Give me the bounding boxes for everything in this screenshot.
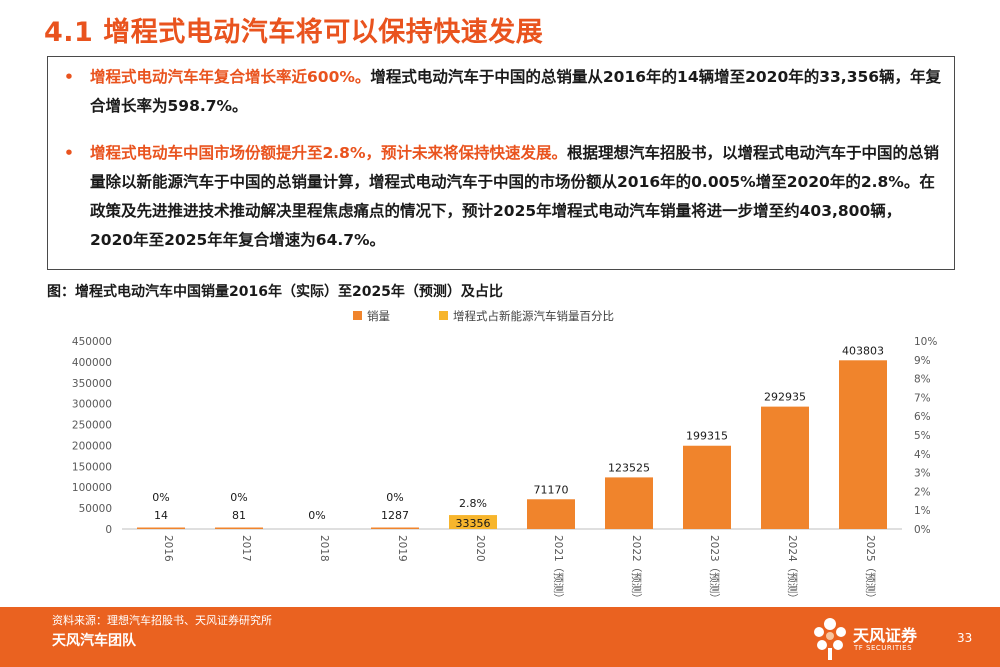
footer-team: 天风汽车团队 [52,633,136,649]
bar-data-label: 0% [308,509,325,522]
y-axis-tick-label: 100000 [72,482,112,494]
page-title: 4.1 增程式电动汽车将可以保持快速发展 [44,17,544,48]
bar-data-label: 1287 [381,509,409,522]
x-axis-tick-label: 2024（预测） [786,535,799,604]
bar-sales [527,499,575,529]
y-axis-tick-label: 300000 [72,399,112,411]
bullet-body: 增程式电动汽车于中国的总销量从2016年的14辆增至2020年的33,356辆，… [90,68,942,115]
x-axis-tick-label: 2019 [396,535,408,562]
logo-subtitle: TF SECURITIES [854,644,913,652]
y-axis-tick-label: 200000 [72,440,112,452]
legend-label-sales: 销量 [367,309,390,323]
share-data-label: 0% [230,491,247,504]
y-axis-tick-label: 400000 [72,357,112,369]
y2-axis-tick-label: 1% [914,505,931,517]
figure-caption: 图：增程式电动汽车中国销量2016年（实际）至2025年（预测）及占比 [47,284,503,300]
bar-sales [605,477,653,529]
share-data-label: 0% [386,491,403,504]
bar-sales [839,360,887,529]
y2-axis-tick-label: 3% [914,468,931,480]
bullet-dot: • [64,144,74,162]
sales-chart: 销量 增程式占新能源汽车销量百分比 0 50000 100000 150000 200000… [47,303,955,605]
bullet-market-share: • 增程式电动车中国市场份额提升至2.8%，预计未来将保持快速发展。根据理想汽车… [64,139,944,255]
bar-data-label: 123525 [608,461,650,474]
y-axis-tick-label: 50000 [79,503,112,515]
legend-swatch-sales [353,311,362,320]
bullet-highlight: 增程式电动车中国市场份额提升至2.8%，预计未来将保持快速发展。 [90,144,567,162]
x-axis-tick-label: 2020 [474,535,486,562]
x-axis-tick-label: 2021（预测） [552,535,565,604]
share-data-label: 2.8% [459,497,487,510]
y-axis-tick-label: 0 [105,524,112,536]
x-axis-tick-label: 2022（预测） [630,535,643,604]
legend-label-share: 增程式占新能源汽车销量百分比 [453,309,614,323]
page-number: 33 [957,631,973,645]
bar-sales [449,515,497,529]
bullet-cagr: • 增程式电动汽车年复合增长率近600%。增程式电动汽车于中国的总销量从2016… [64,63,944,121]
logo-name: 天风证券 [853,626,918,645]
x-axis-tick-label: 2016 [162,535,174,562]
footer-source: 资料来源：理想汽车招股书、天风证券研究所 [52,614,272,627]
bar-data-label: 71170 [534,483,569,496]
x-axis-tick-label: 2023（预测） [708,535,721,604]
bar-sales [137,527,185,529]
legend-swatch-share [439,311,448,320]
logo-flower-icon [814,618,846,660]
x-axis-tick-label: 2017 [240,535,252,562]
company-logo: 天风证券 TF SECURITIES [808,614,943,664]
y-axis-tick-label: 450000 [72,336,112,348]
y2-axis-tick-label: 5% [914,430,931,442]
x-axis-tick-label: 2018 [318,535,330,562]
y2-axis-tick-label: 2% [914,486,931,498]
share-data-label: 0% [152,491,169,504]
y2-axis-tick-label: 0% [914,524,931,536]
y2-axis-tick-label: 4% [914,449,931,461]
y2-axis-tick-label: 8% [914,374,931,386]
bar-data-label: 14 [154,509,168,522]
bullet-highlight: 增程式电动汽车年复合增长率近600%。 [90,68,371,86]
x-axis-tick-label: 2025（预测） [864,535,877,604]
y-axis-tick-label: 150000 [72,461,112,473]
summary-box: • 增程式电动汽车年复合增长率近600%。增程式电动汽车于中国的总销量从2016… [47,56,955,270]
bar-sales [371,527,419,529]
sales-chart-svg: 销量 增程式占新能源汽车销量百分比 0 50000 100000 150000 200000… [72,309,937,604]
bullet-dot: • [64,68,74,86]
y2-axis-tick-label: 9% [914,355,931,367]
bar-sales [761,406,809,529]
bar-data-label: 292935 [764,391,806,404]
bar-data-label: 81 [232,509,246,522]
y2-axis-tick-label: 10% [914,336,937,348]
y-axis-tick-label: 250000 [72,420,112,432]
bar-data-label: 33356 [456,517,491,530]
bar-sales [683,445,731,529]
bullet-text: 增程式电动汽车年复合增长率近600%。增程式电动汽车于中国的总销量从2016年的… [64,63,944,121]
y2-axis-tick-label: 6% [914,411,931,423]
bar-sales [215,527,263,529]
bar-data-label: 199315 [686,430,728,443]
bullet-text: 增程式电动车中国市场份额提升至2.8%，预计未来将保持快速发展。根据理想汽车招股… [64,139,944,255]
bullet-body: 根据理想汽车招股书，以增程式电动汽车于中国的总销量除以新能源汽车于中国的总销量计… [90,144,940,249]
y-axis-tick-label: 350000 [72,378,112,390]
y2-axis-tick-label: 7% [914,392,931,404]
bar-data-label: 403803 [842,344,884,357]
